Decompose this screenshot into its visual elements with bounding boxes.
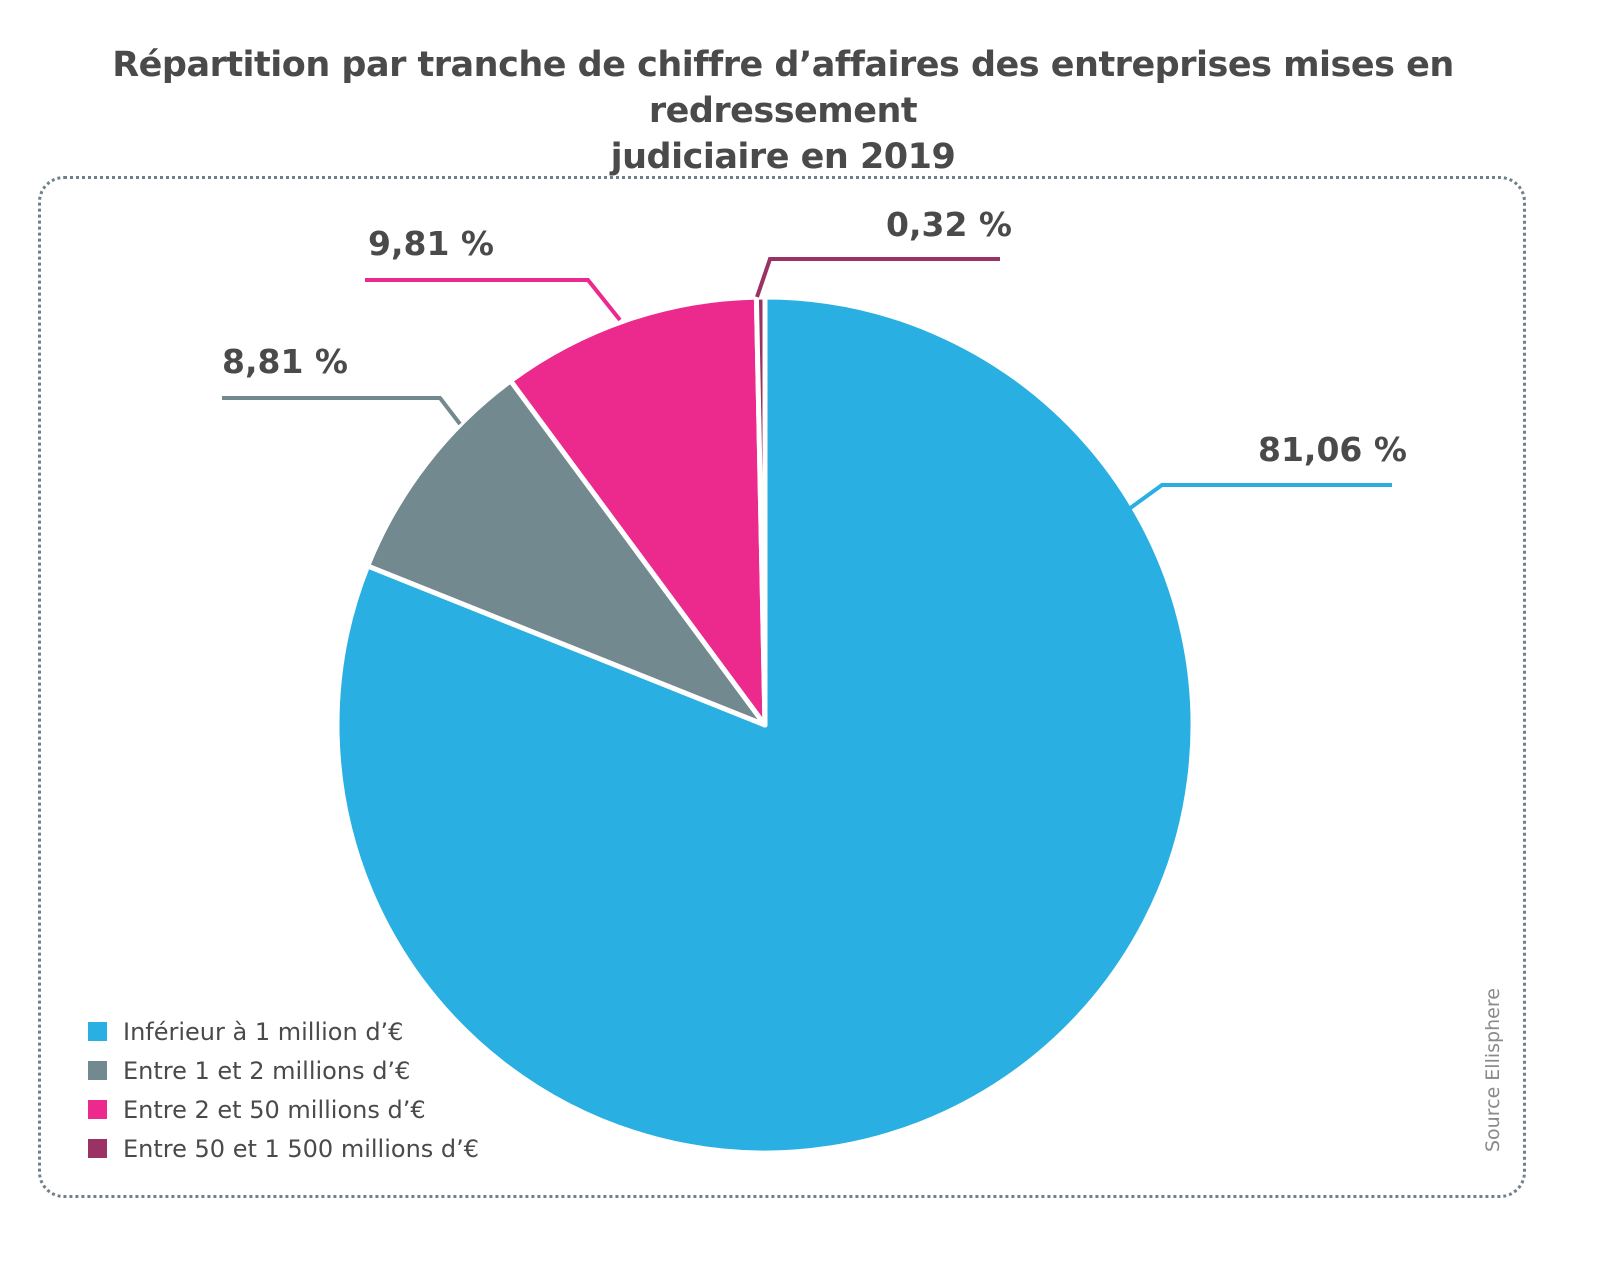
legend-label: Entre 50 et 1 500 millions d’€ bbox=[123, 1134, 480, 1163]
leader-line-2 bbox=[365, 278, 622, 322]
leader-line-1 bbox=[222, 396, 462, 426]
legend-label: Inférieur à 1 million d’€ bbox=[123, 1017, 404, 1046]
legend-label: Entre 1 et 2 millions d’€ bbox=[123, 1056, 411, 1085]
legend: Inférieur à 1 million d’€ Entre 1 et 2 m… bbox=[88, 1012, 479, 1168]
chart-title-line-1: Répartition par tranche de chiffre d’aff… bbox=[112, 45, 1454, 131]
legend-swatch bbox=[88, 1139, 107, 1158]
pie-slice-1 bbox=[365, 378, 768, 728]
legend-label: Entre 2 et 50 millions d’€ bbox=[123, 1095, 426, 1124]
chart-title: Répartition par tranche de chiffre d’aff… bbox=[0, 42, 1566, 180]
data-label-1: 8,81 % bbox=[222, 342, 348, 381]
source-note: Source Ellisphere bbox=[1482, 988, 1504, 1152]
legend-item: Inférieur à 1 million d’€ bbox=[88, 1012, 479, 1051]
legend-item: Entre 1 et 2 millions d’€ bbox=[88, 1051, 479, 1090]
legend-swatch bbox=[88, 1022, 107, 1041]
leader-line-0 bbox=[1098, 483, 1392, 532]
leader-line-3 bbox=[755, 257, 1000, 298]
data-label-2: 9,81 % bbox=[368, 224, 494, 263]
legend-swatch bbox=[88, 1100, 107, 1119]
chart-title-line-2: judiciaire en 2019 bbox=[610, 137, 956, 177]
legend-swatch bbox=[88, 1061, 107, 1080]
pie-slice-2 bbox=[508, 294, 768, 728]
data-label-3: 0,32 % bbox=[886, 205, 1012, 244]
legend-item: Entre 2 et 50 millions d’€ bbox=[88, 1090, 479, 1129]
chart-frame bbox=[38, 176, 1526, 1198]
data-label-0: 81,06 % bbox=[1258, 430, 1407, 469]
legend-item: Entre 50 et 1 500 millions d’€ bbox=[88, 1129, 479, 1168]
pie-slice-3 bbox=[753, 294, 768, 728]
